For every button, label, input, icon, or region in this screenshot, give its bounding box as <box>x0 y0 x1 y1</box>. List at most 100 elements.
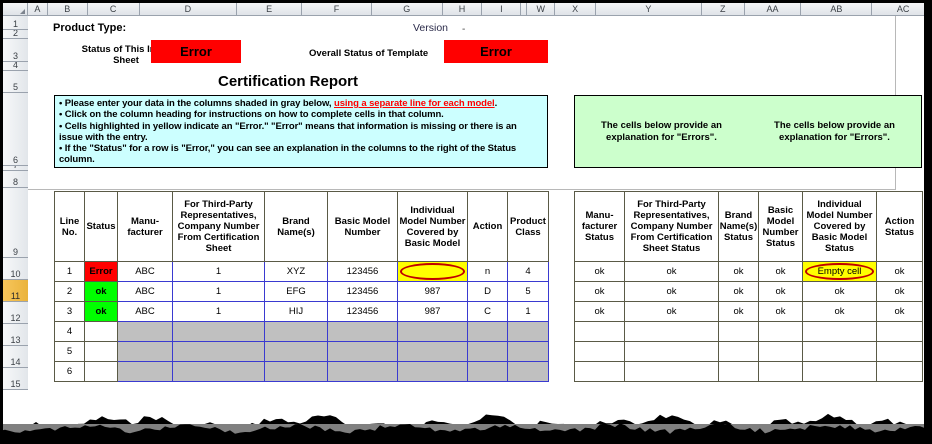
row-header-9[interactable]: 9 <box>3 188 28 258</box>
cell-company-number-status[interactable] <box>624 361 719 382</box>
table-row[interactable]: 2 ok ABC 1 EFG 123456 987 D 5 <box>54 281 549 302</box>
cell-status[interactable] <box>84 361 118 382</box>
cell-product-class[interactable] <box>507 361 549 382</box>
cell-company-number[interactable]: 1 <box>172 281 265 302</box>
table-header-row[interactable]: Line No. Status Manu-facturer For Third-Par… <box>54 191 549 262</box>
certification-data-table[interactable]: Line No. Status Manu-facturer For Third-Par… <box>54 191 549 382</box>
cell-individual-model-number-status[interactable]: Empty cell <box>802 261 877 282</box>
cell-basic-model-number-status[interactable]: ok <box>758 281 803 302</box>
cell-manufacturer[interactable] <box>117 361 173 382</box>
cell-basic-model-number-status[interactable] <box>758 321 803 342</box>
cell-company-number[interactable]: 1 <box>172 301 265 322</box>
row-header-7[interactable]: 7 <box>3 166 28 171</box>
cell-company-number-status[interactable]: ok <box>624 301 719 322</box>
column-heading-5[interactable]: Basic Model Number <box>327 191 398 262</box>
row-header-13[interactable]: 13 <box>3 324 28 346</box>
cell-company-number[interactable] <box>172 361 265 382</box>
cell-individual-model-number[interactable] <box>397 361 468 382</box>
status-column-heading-0[interactable]: Manu-facturer Status <box>574 191 625 262</box>
cell-product-class[interactable]: 5 <box>507 281 549 302</box>
status-column-heading-5[interactable]: Action Status <box>876 191 923 262</box>
cell-brand-name-status[interactable]: ok <box>718 281 759 302</box>
column-header-E[interactable]: E <box>237 3 303 15</box>
cell-brand-name-status[interactable]: ok <box>718 261 759 282</box>
cell-manufacturer-status[interactable] <box>574 321 625 342</box>
cell-individual-model-number-status[interactable] <box>802 361 877 382</box>
table-row[interactable]: ok ok ok ok ok ok <box>574 281 923 302</box>
cell-line-number[interactable]: 4 <box>54 321 85 342</box>
cell-company-number[interactable] <box>172 321 265 342</box>
cell-individual-model-number-status[interactable] <box>802 321 877 342</box>
cell-manufacturer[interactable] <box>117 341 173 362</box>
row-header-3[interactable]: 3 <box>3 39 28 62</box>
cell-action[interactable] <box>467 321 508 342</box>
status-column-heading-4[interactable]: Individual Model Number Covered by Basic… <box>802 191 877 262</box>
row-header-15[interactable]: 15 <box>3 368 28 390</box>
cell-action[interactable]: C <box>467 301 508 322</box>
cell-action-status[interactable]: ok <box>876 301 923 322</box>
column-heading-6[interactable]: Individual Model Number Covered by Basic… <box>397 191 468 262</box>
cell-brand-name-status[interactable] <box>718 321 759 342</box>
column-header-AB[interactable]: AB <box>801 3 873 15</box>
table-row[interactable]: 3 ok ABC 1 HIJ 123456 987 C 1 <box>54 301 549 322</box>
column-header-AA[interactable]: AA <box>744 3 802 15</box>
cell-brand-name-status[interactable]: ok <box>718 301 759 322</box>
cell-brand-name[interactable] <box>264 321 328 342</box>
cell-product-class[interactable] <box>507 321 549 342</box>
table-row[interactable]: 1 Error ABC 1 XYZ 123456 n 4 <box>54 261 549 282</box>
cell-company-number-status[interactable] <box>624 321 719 342</box>
cell-company-number-status[interactable] <box>624 341 719 362</box>
table-row[interactable] <box>574 361 923 382</box>
cell-line-number[interactable]: 1 <box>54 261 85 282</box>
row-header-gutter[interactable]: 123456789101112131415 <box>3 16 28 390</box>
status-column-heading-3[interactable]: Basic Model Number Status <box>758 191 803 262</box>
cell-individual-model-number-status[interactable] <box>802 341 877 362</box>
cell-basic-model-number-status[interactable]: ok <box>758 301 803 322</box>
cell-individual-model-number[interactable]: 987 <box>397 301 468 322</box>
column-heading-4[interactable]: Brand Name(s) <box>264 191 328 262</box>
cell-manufacturer[interactable]: ABC <box>117 301 173 322</box>
column-heading-3[interactable]: For Third-Party Representatives, Company… <box>172 191 265 262</box>
cell-basic-model-number[interactable] <box>327 341 398 362</box>
row-header-12[interactable]: 12 <box>3 302 28 324</box>
row-header-14[interactable]: 14 <box>3 346 28 368</box>
cell-action[interactable] <box>467 341 508 362</box>
row-header-5[interactable]: 5 <box>3 71 28 93</box>
cell-basic-model-number[interactable] <box>327 361 398 382</box>
row-header-6[interactable]: 6 <box>3 93 28 166</box>
cell-basic-model-number[interactable] <box>327 321 398 342</box>
cell-manufacturer-status[interactable]: ok <box>574 301 625 322</box>
cell-status[interactable] <box>84 341 118 362</box>
cell-line-number[interactable]: 6 <box>54 361 85 382</box>
table-row[interactable]: ok ok ok ok ok ok <box>574 301 923 322</box>
cell-line-number[interactable]: 3 <box>54 301 85 322</box>
column-heading-0[interactable]: Line No. <box>54 191 85 262</box>
cell-basic-model-number-status[interactable] <box>758 361 803 382</box>
column-heading-2[interactable]: Manu-facturer <box>117 191 173 262</box>
column-heading-8[interactable]: Product Class <box>507 191 549 262</box>
column-header-D[interactable]: D <box>139 3 238 15</box>
cell-manufacturer[interactable]: ABC <box>117 261 173 282</box>
row-header-8[interactable]: 8 <box>3 171 28 188</box>
column-header-X[interactable]: X <box>555 3 597 15</box>
cell-brand-name[interactable]: XYZ <box>264 261 328 282</box>
cell-individual-model-number[interactable] <box>397 321 468 342</box>
table-row[interactable]: 4 <box>54 321 549 342</box>
cell-status[interactable] <box>84 321 118 342</box>
column-header-B[interactable]: B <box>47 3 88 15</box>
cell-action-status[interactable] <box>876 361 923 382</box>
cell-action-status[interactable]: ok <box>876 281 923 302</box>
cell-manufacturer-status[interactable] <box>574 341 625 362</box>
cell-individual-model-number[interactable] <box>397 341 468 362</box>
cell-brand-name[interactable] <box>264 361 328 382</box>
column-header-C[interactable]: C <box>87 3 140 15</box>
column-heading-1[interactable]: Status <box>84 191 118 262</box>
column-heading-7[interactable]: Action <box>467 191 508 262</box>
cell-product-class[interactable]: 4 <box>507 261 549 282</box>
cell-action[interactable] <box>467 361 508 382</box>
cell-product-class[interactable]: 1 <box>507 301 549 322</box>
table-row[interactable] <box>574 341 923 362</box>
row-header-10[interactable]: 10 <box>3 258 28 280</box>
column-header-H[interactable]: H <box>442 3 483 15</box>
cell-brand-name[interactable]: EFG <box>264 281 328 302</box>
